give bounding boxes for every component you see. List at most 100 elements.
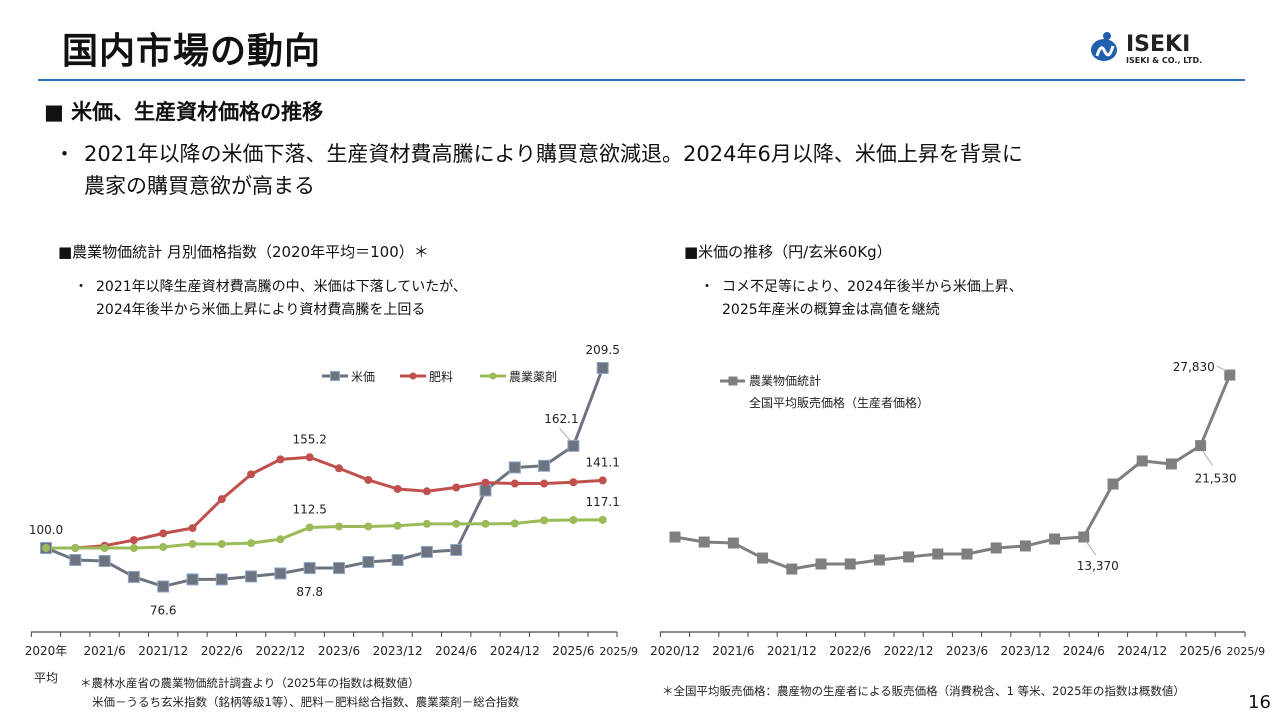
- data-point-1: [217, 495, 226, 504]
- data-label: 117.1: [586, 495, 620, 509]
- x-tick-label: 2023/6: [318, 644, 360, 658]
- svg-text:ISEKI: ISEKI: [1126, 32, 1190, 57]
- legend-subtitle: 全国平均販売価格（生産者価格）: [749, 395, 929, 410]
- legend-marker-1: [409, 372, 417, 380]
- data-label: 141.1: [586, 455, 620, 469]
- left-footnote-line2: 米価－うるち玄米指数（銘柄等級1等）、肥料－肥料総合指数、農業薬剤－総合指数: [92, 695, 520, 709]
- data-point-0: [362, 555, 375, 568]
- data-point-2: [159, 543, 168, 552]
- data-point-2: [364, 522, 373, 531]
- x-tick-label: 2023/12: [1000, 644, 1050, 658]
- data-point-0: [1165, 458, 1177, 470]
- data-point-1: [247, 470, 256, 479]
- x-tick-label: 2021/6: [83, 644, 125, 658]
- data-point-2: [129, 544, 138, 552]
- right-bullet-line1: コメ不足等により、2024年後半から米価上昇、: [722, 279, 1023, 295]
- data-point-2: [481, 519, 490, 528]
- x-tick-label: 2022/6: [201, 644, 243, 658]
- data-point-0: [186, 573, 199, 586]
- x-tick-label: 2021/12: [138, 644, 188, 658]
- data-point-0: [698, 536, 710, 548]
- data-label: 155.2: [293, 432, 327, 446]
- data-point-0: [127, 570, 140, 583]
- iseki-logo-mark-icon: ISEKI ISEKI & CO., LTD.: [1091, 32, 1202, 65]
- bullet-text-line2: 農家の購買意欲が高まる: [84, 174, 315, 198]
- data-point-0: [40, 542, 52, 554]
- x-tick-label: 2022/12: [884, 644, 934, 658]
- data-point-2: [393, 521, 402, 530]
- series-line-0: [674, 374, 1232, 571]
- data-point-0: [508, 461, 521, 474]
- data-point-0: [596, 361, 609, 374]
- data-point-0: [420, 545, 433, 558]
- data-point-2: [510, 519, 519, 528]
- data-point-0: [844, 558, 856, 570]
- right-bullet-line2: 2025年産米の概算金は高値を継続: [722, 302, 940, 318]
- data-point-2: [42, 544, 50, 552]
- page-number: 16: [1248, 692, 1271, 713]
- data-point-0: [1107, 478, 1119, 490]
- data-point-0: [903, 551, 915, 563]
- data-point-2: [247, 539, 256, 548]
- data-point-1: [598, 476, 607, 485]
- bullet-text-line1: 2021年以降の米価下落、生産資材費高騰により購買意欲減退。2024年6月以降、…: [84, 142, 1023, 166]
- data-point-0: [450, 543, 463, 556]
- page-title: 国内市場の動向: [62, 31, 322, 72]
- data-point-0: [157, 580, 170, 593]
- legend-label: 農業物価統計: [749, 373, 821, 388]
- x-tick-label: 2023/12: [373, 644, 423, 658]
- legend-marker-2: [489, 372, 497, 380]
- data-label: 13,370: [1077, 559, 1119, 573]
- x-tick-label: 2025/6: [552, 644, 594, 658]
- legend-label: 農業薬剤: [509, 369, 557, 384]
- legend-marker: [728, 376, 738, 386]
- data-point-0: [990, 542, 1002, 554]
- x-tick-label: 2021/12: [767, 644, 817, 658]
- svg-text:ISEKI & CO., LTD.: ISEKI & CO., LTD.: [1126, 56, 1202, 65]
- leader-line: [1216, 365, 1228, 372]
- data-point-0: [274, 567, 287, 580]
- data-label: 21,530: [1195, 472, 1237, 486]
- x-tick-label: 2024/6: [1063, 644, 1105, 658]
- series-line-2: [46, 518, 603, 550]
- data-point-2: [217, 540, 226, 549]
- bullet-mark: ・: [54, 142, 75, 166]
- data-point-2: [598, 515, 607, 524]
- data-point-2: [540, 516, 549, 525]
- data-point-0: [215, 573, 228, 586]
- title-divider: [38, 79, 1245, 81]
- data-point-0: [303, 562, 316, 575]
- left-bullet-mark: ・: [74, 279, 88, 295]
- data-point-0: [333, 562, 345, 575]
- data-point-1: [129, 536, 138, 545]
- data-point-0: [69, 554, 82, 567]
- left-bullet-line1: 2021年以降生産資材費高騰の中、米価は下落していたが、: [96, 279, 467, 295]
- legend-marker-0: [330, 371, 340, 381]
- leader-line: [1202, 450, 1214, 466]
- data-point-1: [422, 487, 431, 496]
- data-label: 87.8: [296, 585, 323, 599]
- x-tick-label: 2022/6: [829, 644, 871, 658]
- x-tick-label: 2024/12: [1117, 644, 1167, 658]
- x-tick-label: 2024/12: [490, 644, 540, 658]
- data-point-1: [159, 529, 168, 538]
- data-label: 76.6: [150, 603, 177, 617]
- x-tick-label-line2: 平均: [34, 671, 58, 685]
- x-tick-label: 2020年: [25, 644, 68, 658]
- data-point-1: [364, 475, 373, 484]
- left-bullet-line2: 2024年後半から米価上昇により資材費高騰を上回る: [96, 302, 426, 318]
- data-point-0: [961, 548, 973, 560]
- data-point-2: [452, 519, 461, 528]
- section-heading: ■ 米価、生産資材価格の推移: [44, 100, 324, 124]
- leader-line: [1085, 540, 1097, 556]
- data-point-1: [569, 478, 578, 487]
- data-point-0: [538, 459, 551, 472]
- x-tick-label: 2024/6: [435, 644, 477, 658]
- data-point-0: [98, 554, 111, 567]
- x-tick-label: 2025/6: [1179, 644, 1221, 658]
- data-point-2: [100, 544, 109, 552]
- data-point-1: [335, 464, 343, 473]
- x-tick-label: 2023/6: [946, 644, 988, 658]
- data-point-0: [1224, 369, 1236, 381]
- data-point-1: [510, 479, 519, 488]
